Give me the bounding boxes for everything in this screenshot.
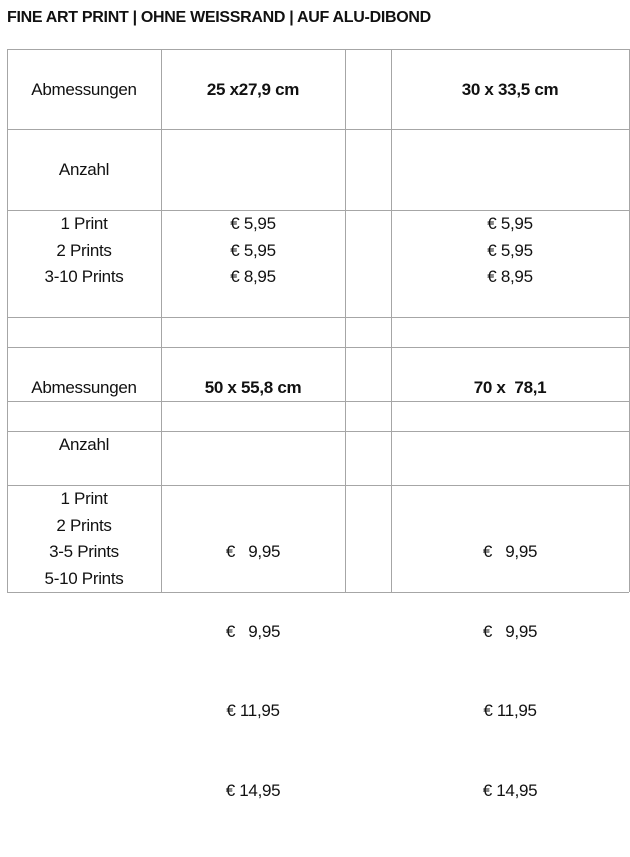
price: € 14,95 xyxy=(225,780,281,800)
price-list: € 9,95 € 9,95 € 11,95 € 14,95 xyxy=(161,486,345,857)
table-border xyxy=(7,129,630,130)
quantity-item: 1 Print xyxy=(60,489,108,508)
quantity-label: Anzahl xyxy=(58,435,110,454)
price: € 8,95 xyxy=(487,267,533,286)
quantity-item: 1 Print xyxy=(60,214,108,233)
table-border xyxy=(391,49,392,592)
price-list: € 5,95 € 5,95 € 8,95 xyxy=(161,211,345,291)
quantity-item: 3-5 Prints xyxy=(49,542,119,561)
table-border xyxy=(7,485,630,486)
table-border xyxy=(161,49,162,592)
quantity-item: 2 Prints xyxy=(56,240,112,260)
dimension-label: Abmessungen xyxy=(31,80,137,99)
quantity-list: 1 Print 2 Prints 3-5 Prints 5-10 Prints xyxy=(7,486,161,592)
price: € 9,95 xyxy=(225,621,281,641)
price: € 11,95 xyxy=(483,701,537,720)
price: € 9,95 xyxy=(482,621,538,641)
table-border xyxy=(345,49,346,592)
price: € 5,95 xyxy=(487,214,533,233)
size-header: 25 x27,9 cm xyxy=(206,80,300,99)
price: € 5,95 xyxy=(230,214,276,233)
quantity-item: 5-10 Prints xyxy=(44,568,124,588)
table-border xyxy=(7,317,630,318)
dimension-label: Abmessungen xyxy=(31,378,137,397)
price: € 8,95 xyxy=(230,267,276,286)
price: € 9,95 xyxy=(482,542,538,561)
size-header: 30 x 33,5 cm xyxy=(461,80,559,99)
table-border xyxy=(7,401,630,402)
quantity-item: 3-10 Prints xyxy=(44,267,124,286)
table-border xyxy=(7,347,630,348)
price: € 11,95 xyxy=(226,701,280,720)
size-header: 50 x 55,8 cm xyxy=(204,378,302,397)
quantity-list: 1 Print 2 Prints 3-10 Prints xyxy=(7,211,161,291)
size-header: 70 x 78,1 xyxy=(473,378,547,397)
table-border xyxy=(7,431,630,432)
price: € 9,95 xyxy=(225,542,281,561)
table-border xyxy=(7,49,630,50)
price-list: € 9,95 € 9,95 € 11,95 € 14,95 xyxy=(391,486,629,857)
price: € 5,95 xyxy=(487,240,533,260)
document-title: FINE ART PRINT | OHNE WEISSRAND | AUF AL… xyxy=(7,9,431,26)
table-border xyxy=(7,592,629,593)
table-border xyxy=(7,210,630,211)
price: € 5,95 xyxy=(230,240,276,260)
table-border xyxy=(7,49,8,592)
price: € 14,95 xyxy=(482,780,538,800)
price-list: € 5,95 € 5,95 € 8,95 xyxy=(391,211,629,291)
quantity-label: Anzahl xyxy=(58,160,110,179)
quantity-item: 2 Prints xyxy=(56,515,112,535)
